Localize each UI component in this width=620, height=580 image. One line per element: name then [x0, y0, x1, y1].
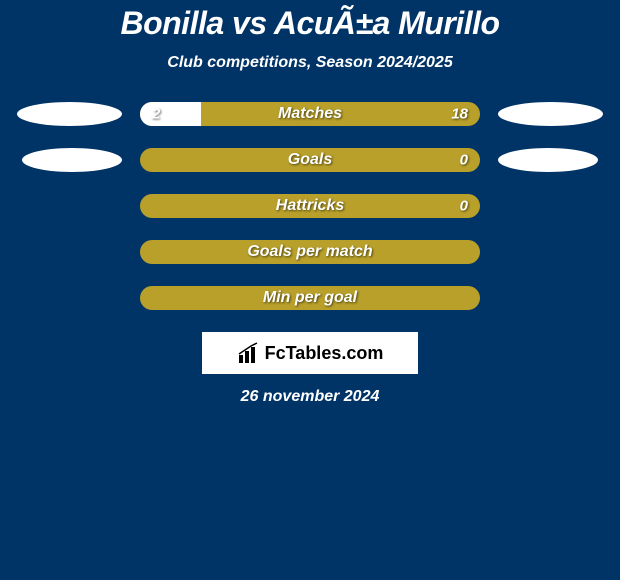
page-subtitle: Club competitions, Season 2024/2025 — [0, 54, 620, 72]
stat-bar: Matches 2 18 — [140, 102, 480, 126]
stat-label: Matches — [278, 105, 342, 123]
stat-row: Min per goal — [0, 286, 620, 310]
left-ellipse — [22, 148, 122, 172]
stat-bar: Min per goal — [140, 286, 480, 310]
stat-bar: Goals 0 — [140, 148, 480, 172]
fctables-logo[interactable]: FcTables.com — [202, 332, 418, 374]
right-value: 0 — [460, 152, 468, 169]
stat-label: Goals — [288, 151, 332, 169]
stat-bar: Goals per match — [140, 240, 480, 264]
right-value: 0 — [460, 198, 468, 215]
footer-date: 26 november 2024 — [0, 388, 620, 406]
stat-label: Hattricks — [276, 197, 344, 215]
page-title: Bonilla vs AcuÃ±a Murillo — [0, 5, 620, 42]
stat-row: Matches 2 18 — [0, 102, 620, 126]
stat-row: Hattricks 0 — [0, 194, 620, 218]
stat-label: Min per goal — [263, 289, 357, 307]
comparison-rows: Matches 2 18 Goals 0 Hattricks 0 Goals per matc… — [0, 102, 620, 310]
bars-icon — [237, 341, 261, 365]
logo-text: FcTables.com — [265, 343, 384, 364]
left-value: 2 — [152, 106, 160, 123]
right-ellipse — [498, 148, 598, 172]
right-ellipse — [498, 102, 603, 126]
stat-label: Goals per match — [247, 243, 372, 261]
stat-row: Goals 0 — [0, 148, 620, 172]
stat-bar: Hattricks 0 — [140, 194, 480, 218]
stat-row: Goals per match — [0, 240, 620, 264]
right-value: 18 — [451, 106, 468, 123]
left-ellipse — [17, 102, 122, 126]
